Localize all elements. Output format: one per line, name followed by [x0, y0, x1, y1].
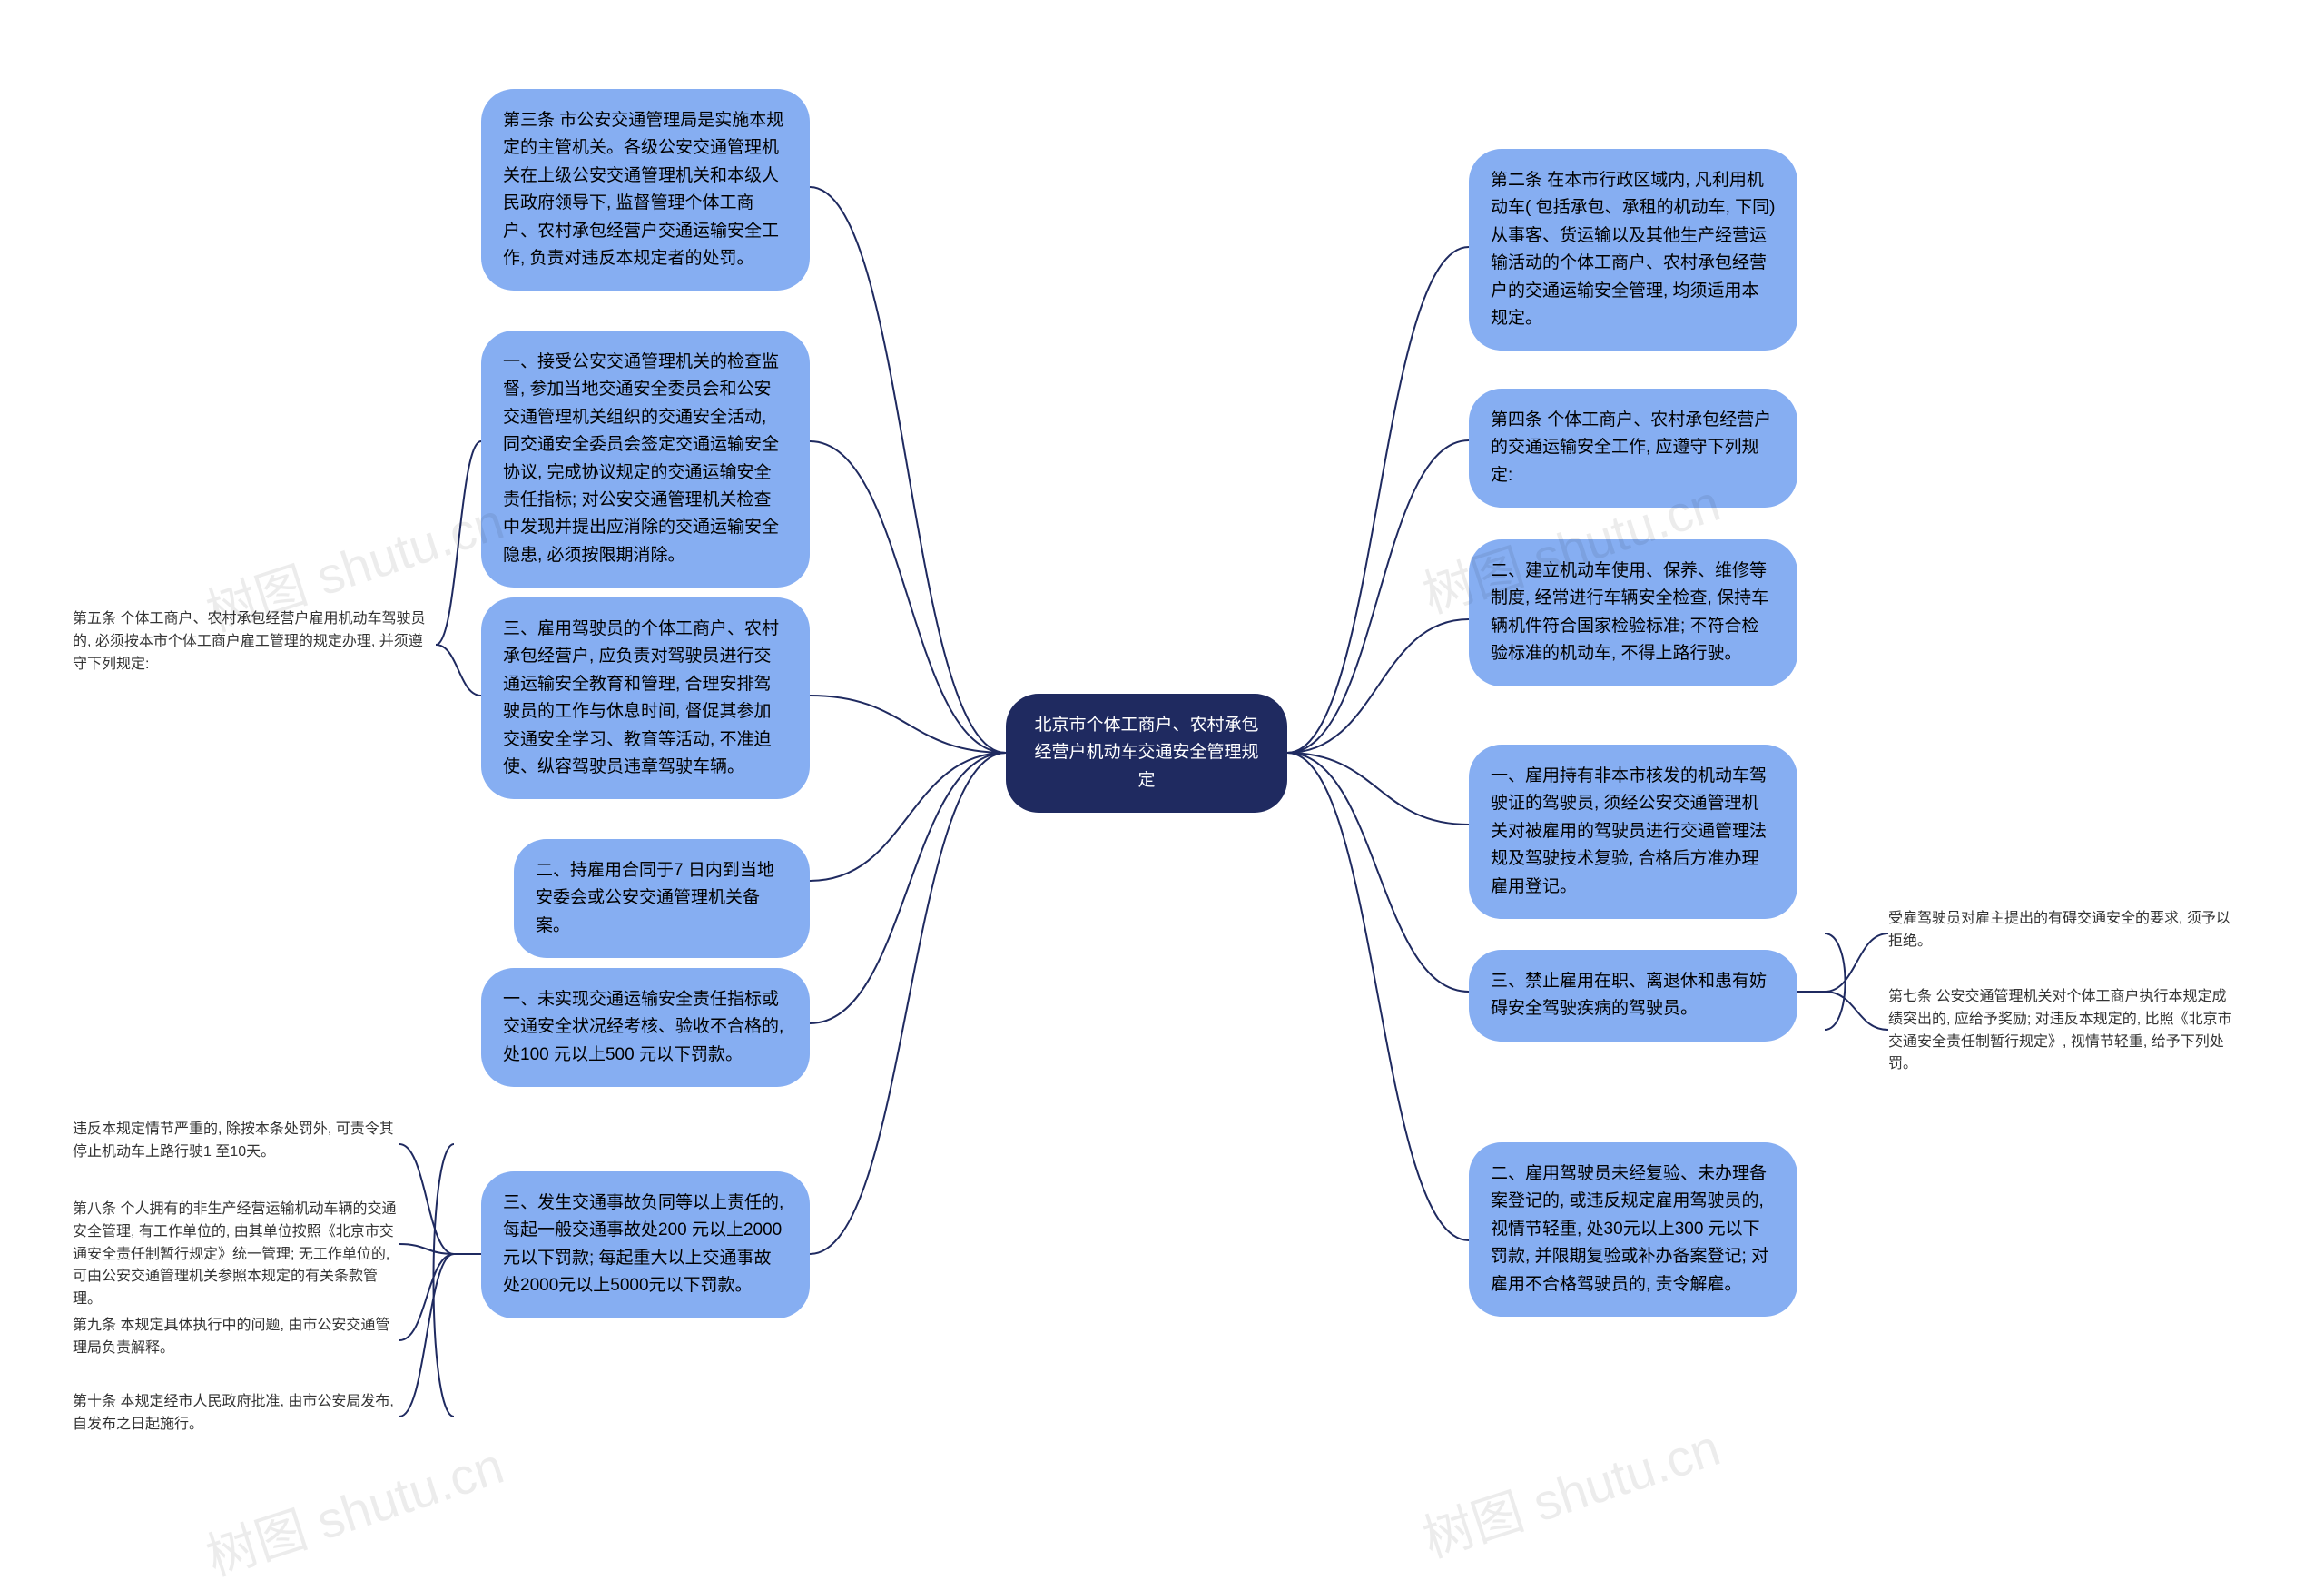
primary-node: 第四条 个体工商户、农村承包经营户的交通运输安全工作, 应遵守下列规定: — [1469, 389, 1797, 508]
leaf-node: 第九条 本规定具体执行中的问题, 由市公安交通管理局负责解释。 — [73, 1315, 399, 1360]
primary-node: 一、未实现交通运输安全责任指标或交通安全状况经考核、验收不合格的, 处100 元… — [481, 968, 810, 1087]
leaf-node-text: 受雇驾驶员对雇主提出的有碍交通安全的要求, 须予以拒绝。 — [1888, 911, 2230, 949]
leaf-node: 第七条 公安交通管理机关对个体工商户执行本规定成绩突出的, 应给予奖励; 对违反… — [1888, 986, 2233, 1076]
primary-node-text: 第三条 市公安交通管理局是实施本规定的主管机关。各级公安交通管理机关在上级公安交… — [503, 111, 783, 268]
primary-node-text: 第四条 个体工商户、农村承包经营户的交通运输安全工作, 应遵守下列规定: — [1491, 410, 1771, 485]
leaf-node: 第十条 本规定经市人民政府批准, 由市公安局发布, 自发布之日起施行。 — [73, 1391, 399, 1437]
primary-node: 一、接受公安交通管理机关的检查监督, 参加当地交通安全委员会和公安交通管理机关组… — [481, 331, 810, 588]
primary-node: 一、雇用持有非本市核发的机动车驾驶证的驾驶员, 须经公安交通管理机关对被雇用的驾… — [1469, 745, 1797, 919]
center-node: 北京市个体工商户、农村承包经营户机动车交通安全管理规定 — [1006, 694, 1287, 813]
primary-node: 第三条 市公安交通管理局是实施本规定的主管机关。各级公安交通管理机关在上级公安交… — [481, 89, 810, 291]
leaf-node: 违反本规定情节严重的, 除按本条处罚外, 可责令其停止机动车上路行驶1 至10天… — [73, 1119, 399, 1164]
primary-node: 二、建立机动车使用、保养、维修等制度, 经常进行车辆安全检查, 保持车辆机件符合… — [1469, 539, 1797, 686]
primary-node: 三、雇用驾驶员的个体工商户、农村承包经营户, 应负责对驾驶员进行交通运输安全教育… — [481, 597, 810, 799]
primary-node: 第二条 在本市行政区域内, 凡利用机动车( 包括承包、承租的机动车, 下同) 从… — [1469, 149, 1797, 351]
watermark: 树图 shutu.cn — [1413, 1407, 1728, 1573]
leaf-node-text: 第十条 本规定经市人民政府批准, 由市公安局发布, 自发布之日起施行。 — [73, 1394, 394, 1432]
primary-node: 二、雇用驾驶员未经复验、未办理备案登记的, 或违反规定雇用驾驶员的, 视情节轻重… — [1469, 1142, 1797, 1317]
primary-node-text: 三、发生交通事故负同等以上责任的, 每起一般交通事故处200 元以上2000元以… — [503, 1193, 783, 1295]
primary-node-text: 三、禁止雇用在职、离退休和患有妨碍安全驾驶疾病的驾驶员。 — [1491, 972, 1767, 1018]
primary-node-text: 一、未实现交通运输安全责任指标或交通安全状况经考核、验收不合格的, 处100 元… — [503, 990, 783, 1064]
leaf-node: 第八条 个人拥有的非生产经营运输机动车辆的交通安全管理, 有工作单位的, 由其单… — [73, 1199, 399, 1311]
watermark: 树图 shutu.cn — [196, 1426, 512, 1590]
primary-node-text: 二、雇用驾驶员未经复验、未办理备案登记的, 或违反规定雇用驾驶员的, 视情节轻重… — [1491, 1164, 1768, 1294]
leaf-node: 第五条 个体工商户、农村承包经营户雇用机动车驾驶员的, 必须按本市个体工商户雇工… — [73, 608, 436, 676]
primary-node-text: 二、建立机动车使用、保养、维修等制度, 经常进行车辆安全检查, 保持车辆机件符合… — [1491, 561, 1768, 663]
primary-node-text: 第二条 在本市行政区域内, 凡利用机动车( 包括承包、承租的机动车, 下同) 从… — [1491, 171, 1776, 328]
center-text: 北京市个体工商户、农村承包经营户机动车交通安全管理规定 — [1028, 712, 1265, 795]
primary-node-text: 三、雇用驾驶员的个体工商户、农村承包经营户, 应负责对驾驶员进行交通运输安全教育… — [503, 619, 779, 776]
primary-node: 三、禁止雇用在职、离退休和患有妨碍安全驾驶疾病的驾驶员。 — [1469, 950, 1797, 1042]
leaf-node-text: 第七条 公安交通管理机关对个体工商户执行本规定成绩突出的, 应给予奖励; 对违反… — [1888, 989, 2232, 1072]
leaf-node-text: 第八条 个人拥有的非生产经营运输机动车辆的交通安全管理, 有工作单位的, 由其单… — [73, 1201, 396, 1307]
primary-node-text: 一、接受公安交通管理机关的检查监督, 参加当地交通安全委员会和公安交通管理机关组… — [503, 352, 779, 565]
leaf-node-text: 第五条 个体工商户、农村承包经营户雇用机动车驾驶员的, 必须按本市个体工商户雇工… — [73, 611, 425, 672]
leaf-node: 受雇驾驶员对雇主提出的有碍交通安全的要求, 须予以拒绝。 — [1888, 908, 2233, 953]
primary-node-text: 一、雇用持有非本市核发的机动车驾驶证的驾驶员, 须经公安交通管理机关对被雇用的驾… — [1491, 766, 1767, 896]
primary-node-text: 二、持雇用合同于7 日内到当地安委会或公安交通管理机关备案。 — [536, 861, 774, 935]
primary-node: 二、持雇用合同于7 日内到当地安委会或公安交通管理机关备案。 — [514, 839, 810, 958]
leaf-node-text: 违反本规定情节严重的, 除按本条处罚外, 可责令其停止机动车上路行驶1 至10天… — [73, 1121, 394, 1160]
primary-node: 三、发生交通事故负同等以上责任的, 每起一般交通事故处200 元以上2000元以… — [481, 1171, 810, 1318]
leaf-node-text: 第九条 本规定具体执行中的问题, 由市公安交通管理局负责解释。 — [73, 1318, 389, 1356]
